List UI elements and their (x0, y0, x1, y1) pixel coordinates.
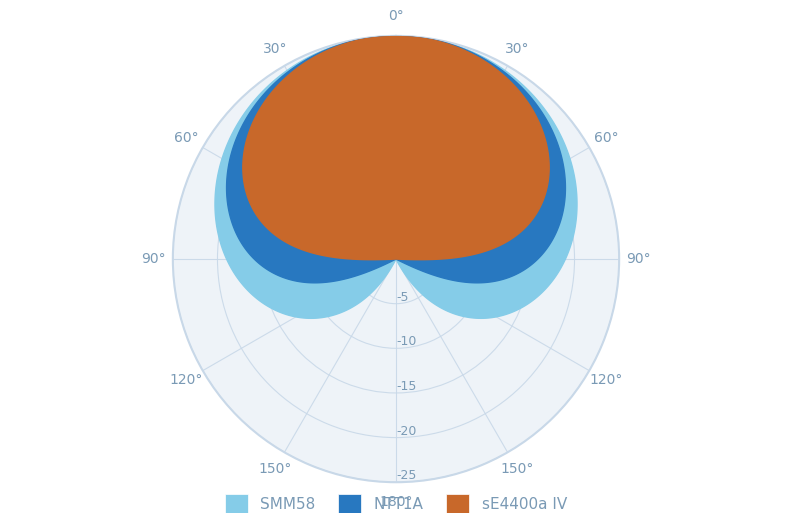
Legend: SMM58, NTT1A, sE4400a IV: SMM58, NTT1A, sE4400a IV (219, 488, 573, 513)
Polygon shape (215, 36, 577, 319)
Polygon shape (227, 36, 565, 283)
Polygon shape (243, 36, 549, 260)
